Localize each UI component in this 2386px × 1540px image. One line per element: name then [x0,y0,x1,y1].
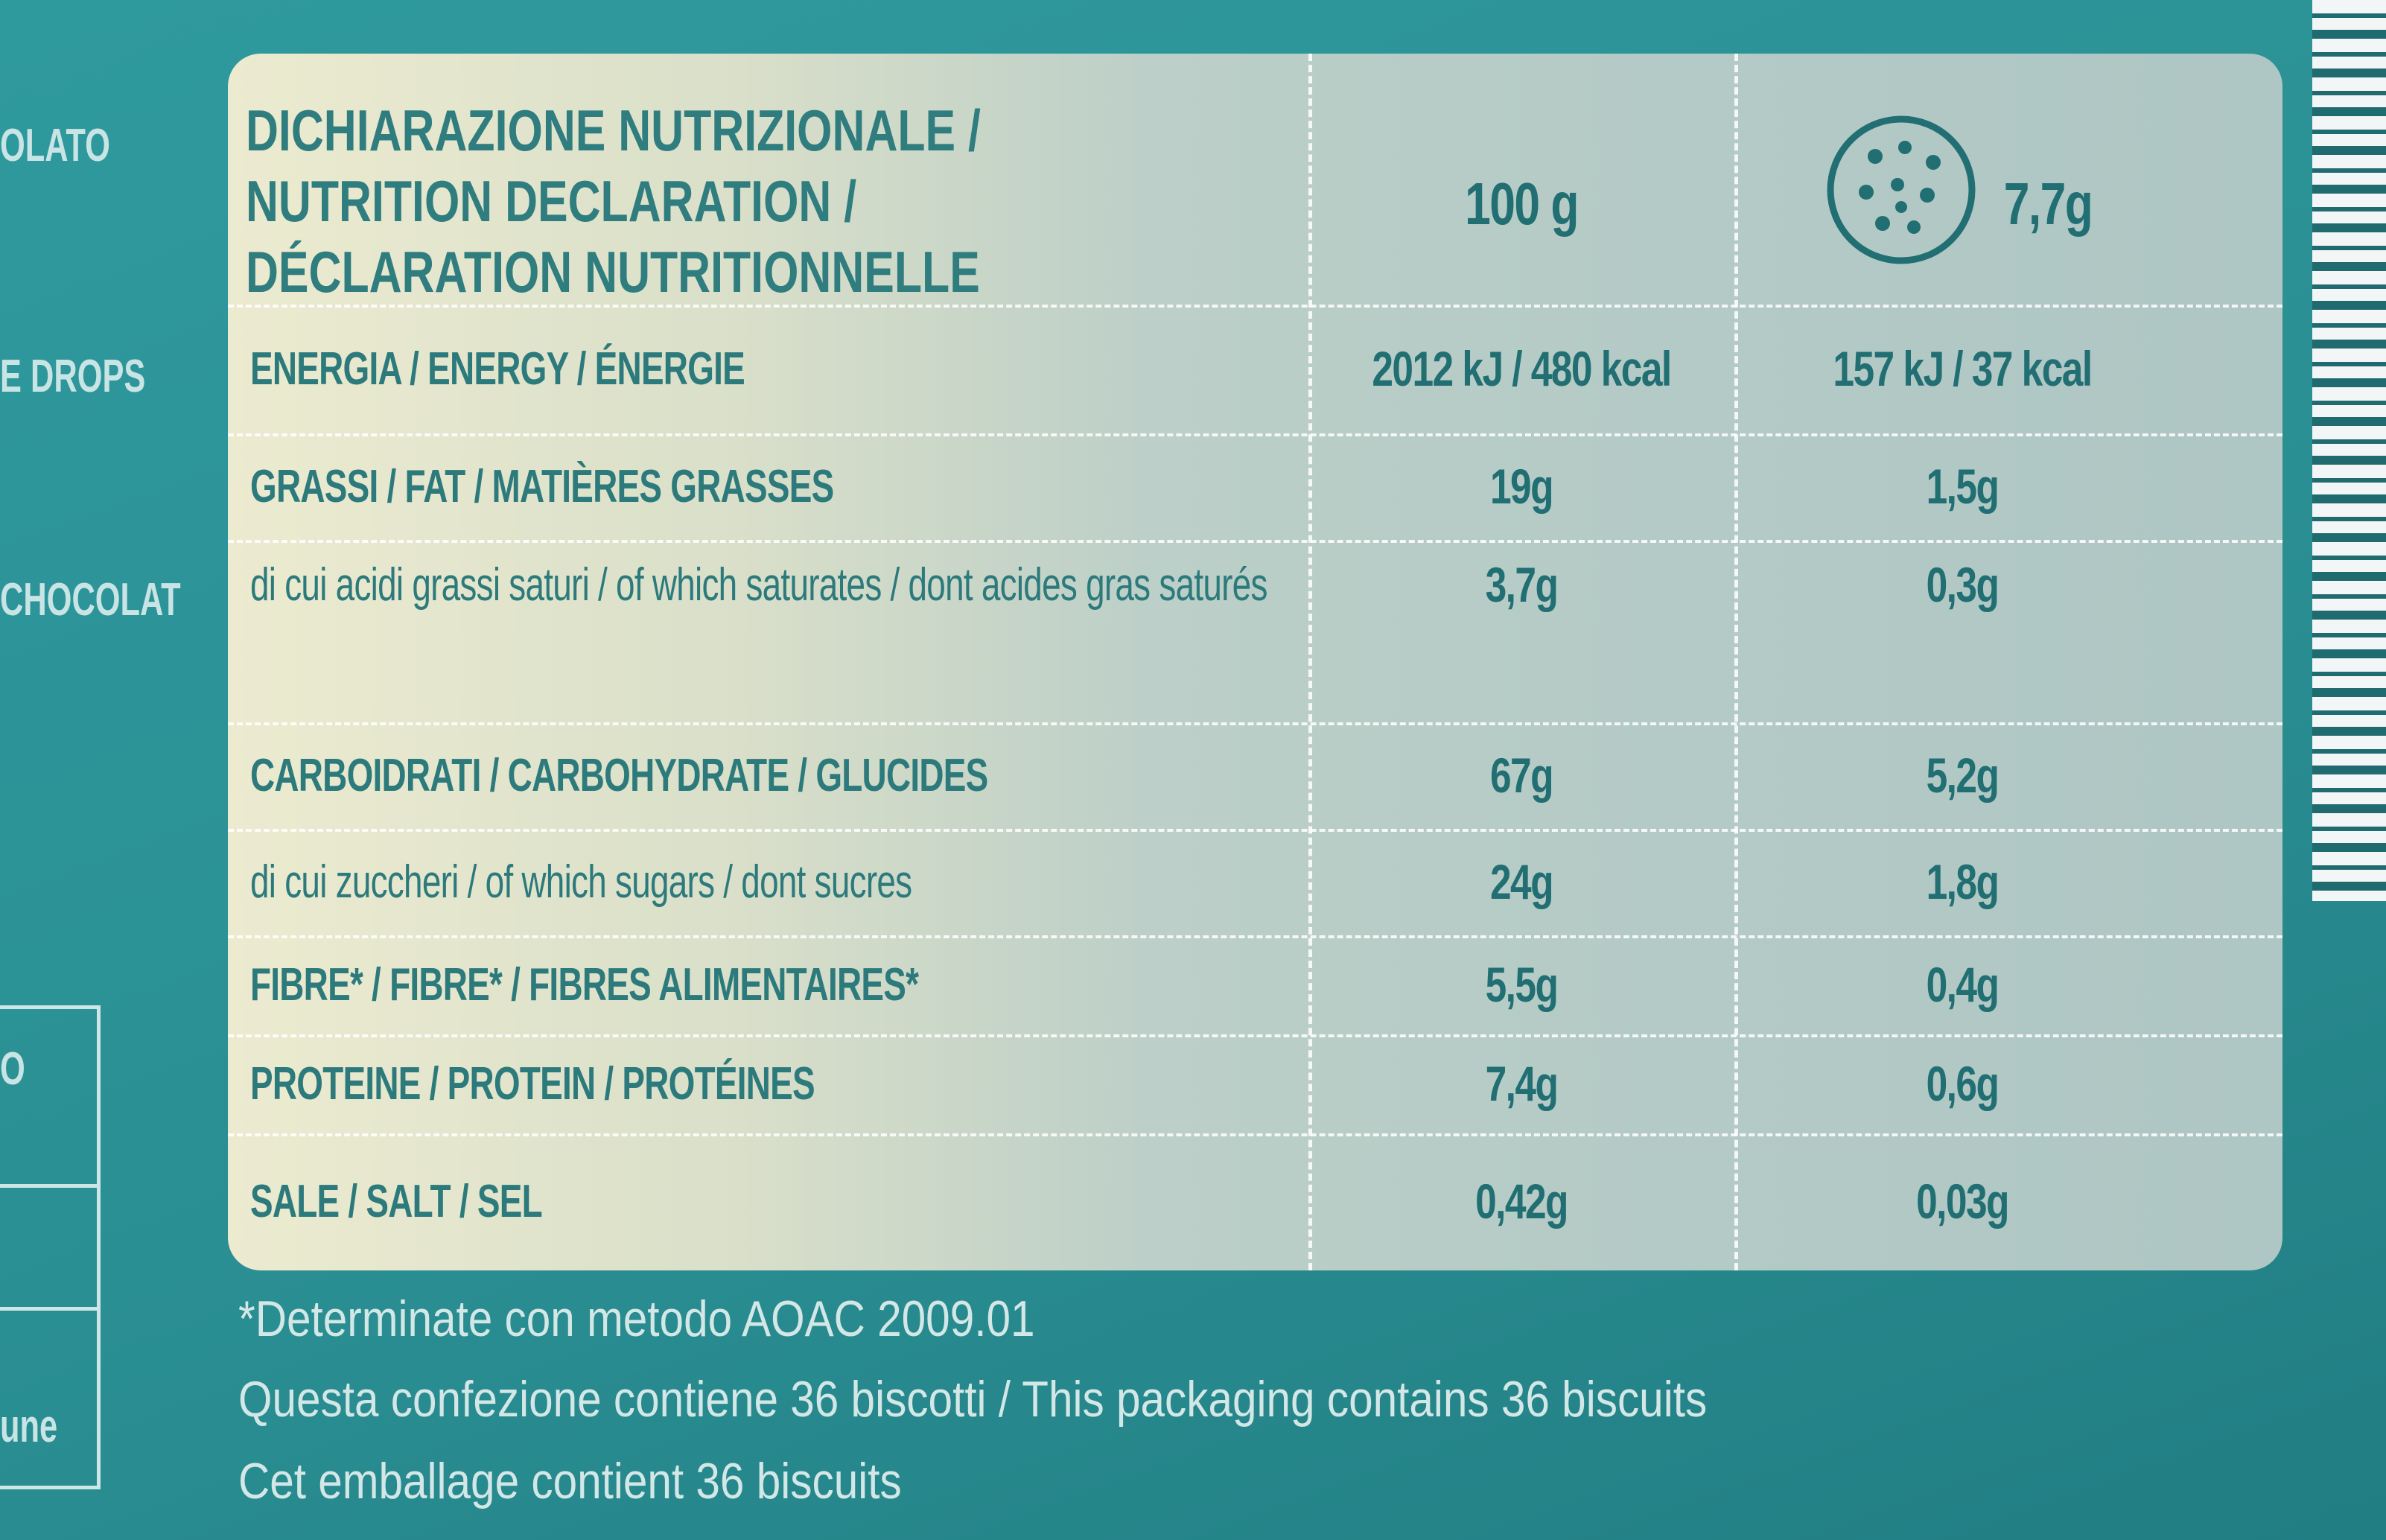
row-divider [228,540,2282,543]
table-title: DICHIARAZIONE NUTRIZIONALE / [246,98,981,163]
value-portion: 0,4g [1926,956,2000,1012]
row-divider [228,1133,2282,1136]
value-100g: 5,5g [1485,956,1559,1012]
side-fragment: O [0,1043,25,1095]
footnote: *Determinate con metodo AOAC 2009.01 [238,1291,1035,1347]
value-portion: 0,3g [1926,557,2000,612]
value-portion: 157 kJ / 37 kcal [1833,340,2093,396]
value-100g: 19g [1489,458,1554,514]
nutrient-label: CARBOIDRATI / CARBOHYDRATE / GLUCIDES [250,749,988,801]
value-portion: 0,03g [1916,1174,2009,1229]
column-header: 7,7g [2003,171,2093,237]
value-portion: 5,2g [1926,747,2000,803]
nutrient-label: di cui zuccheri / of which sugars / dont… [250,856,912,908]
side-fragment: une [0,1401,58,1452]
nutrient-label: FIBRE* / FIBRE* / FIBRES ALIMENTAIRES* [250,958,919,1011]
barcode [2312,0,2386,901]
value-100g: 24g [1489,853,1554,909]
side-box-line [0,1184,97,1188]
value-portion: 1,8g [1926,853,2000,909]
nutrient-label: di cui acidi grassi saturi / of which sa… [250,559,1267,611]
footnote: Questa confezione contiene 36 biscotti /… [238,1371,1708,1428]
row-divider [228,433,2282,436]
side-box [0,1005,101,1489]
nutrient-label: GRASSI / FAT / MATIÈRES GRASSES [250,460,834,512]
nutrition-panel [228,54,2282,1270]
table-title: DÉCLARATION NUTRITIONNELLE [246,239,980,305]
value-100g: 67g [1489,747,1554,803]
nutrient-label: PROTEINE / PROTEIN / PROTÉINES [250,1057,815,1110]
row-divider [228,1034,2282,1037]
side-fragment: CHOCOLAT [0,574,181,626]
column-divider [1308,54,1312,1270]
value-100g: 3,7g [1485,557,1559,612]
row-divider [228,829,2282,832]
row-divider [228,935,2282,938]
side-box-line [0,1307,97,1311]
column-header: 100 g [1465,171,1579,237]
nutrient-label: SALE / SALT / SEL [250,1176,543,1227]
value-portion: 1,5g [1926,458,2000,514]
row-divider [228,722,2282,725]
value-100g: 2012 kJ / 480 kcal [1372,340,1672,396]
column-divider [1734,54,1738,1270]
table-title: NUTRITION DECLARATION / [246,168,857,234]
side-fragment: E DROPS [0,351,146,402]
value-portion: 0,6g [1926,1055,2000,1111]
footnote: Cet emballage contient 36 biscuits [238,1453,902,1509]
value-100g: 7,4g [1485,1055,1559,1111]
biscuit-icon [1827,115,1976,264]
side-fragment: OLATO [0,120,110,171]
nutrient-label: ENERGIA / ENERGY / ÉNERGIE [250,343,745,395]
row-divider [228,305,2282,308]
value-100g: 0,42g [1475,1174,1568,1229]
